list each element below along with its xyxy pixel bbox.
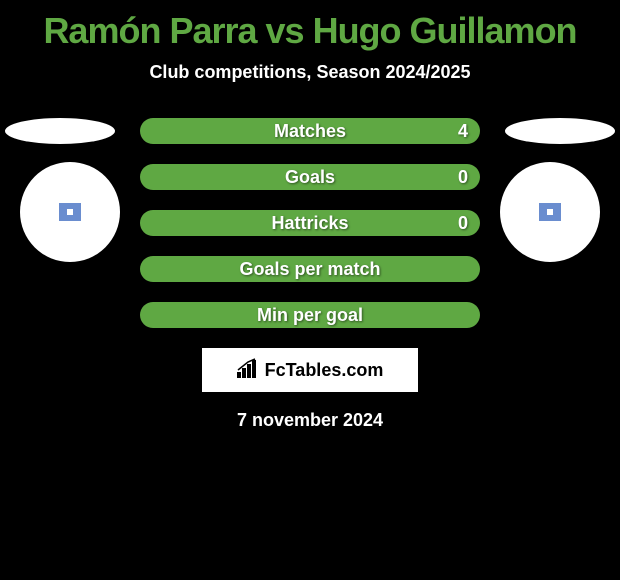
- brand-logo-box[interactable]: FcTables.com: [202, 348, 418, 392]
- stat-row-matches: Matches 4: [140, 118, 480, 144]
- image-placeholder-icon: [59, 203, 81, 221]
- player-left-ellipse: [5, 118, 115, 144]
- comparison-card: Ramón Parra vs Hugo Guillamon Club compe…: [0, 0, 620, 431]
- image-placeholder-icon: [539, 203, 561, 221]
- stat-row-gpm: Goals per match: [140, 256, 480, 282]
- player-right-avatar: [500, 162, 600, 262]
- stat-label: Goals per match: [239, 259, 380, 280]
- stat-row-mpg: Min per goal: [140, 302, 480, 328]
- stat-label: Matches: [274, 121, 346, 142]
- stat-value: 4: [458, 121, 468, 142]
- brand-name: FcTables.com: [265, 360, 384, 381]
- main-area: Matches 4 Goals 0 Hattricks 0 Goals per …: [0, 118, 620, 328]
- date-text: 7 november 2024: [237, 410, 383, 431]
- stat-row-goals: Goals 0: [140, 164, 480, 190]
- stat-value: 0: [458, 167, 468, 188]
- player-right-ellipse: [505, 118, 615, 144]
- page-title: Ramón Parra vs Hugo Guillamon: [43, 10, 576, 52]
- stat-label: Hattricks: [271, 213, 348, 234]
- stat-value: 0: [458, 213, 468, 234]
- player-left-avatar: [20, 162, 120, 262]
- stat-row-hattricks: Hattricks 0: [140, 210, 480, 236]
- stat-label: Goals: [285, 167, 335, 188]
- subtitle: Club competitions, Season 2024/2025: [149, 62, 470, 83]
- chart-icon: [237, 358, 259, 383]
- stat-label: Min per goal: [257, 305, 363, 326]
